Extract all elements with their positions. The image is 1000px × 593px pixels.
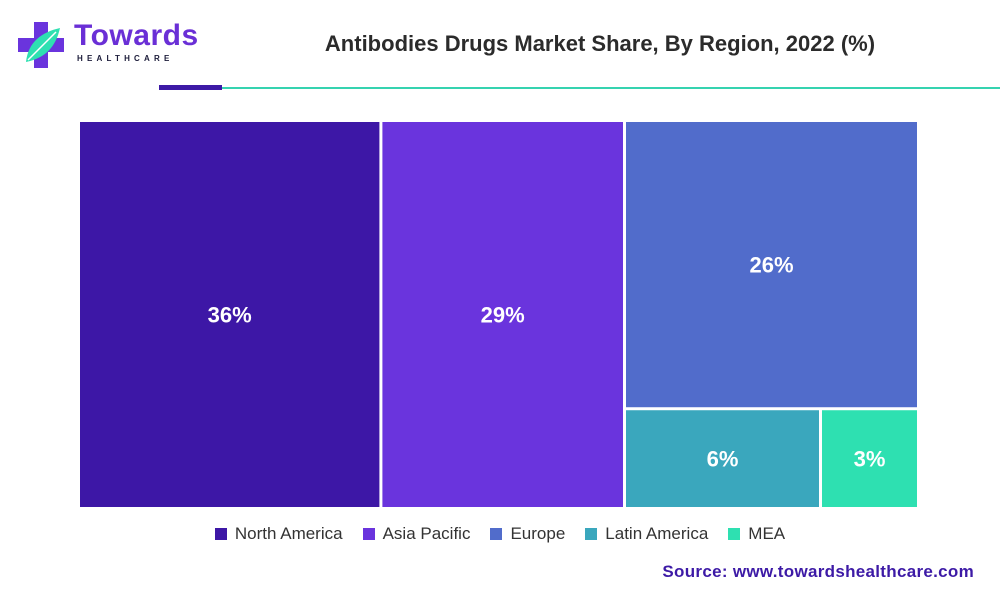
legend-swatch xyxy=(490,528,503,540)
tile-label-north-america: 36% xyxy=(208,303,252,328)
legend-swatch xyxy=(362,528,375,540)
tile-label-europe: 26% xyxy=(749,253,793,278)
chart-title: Antibodies Drugs Market Share, By Region… xyxy=(324,31,876,56)
legend-swatch xyxy=(728,528,741,540)
legend-label: Latin America xyxy=(605,524,709,543)
legend-item: Asia Pacific xyxy=(362,524,471,544)
title-underline-accent xyxy=(159,85,222,90)
legend-swatch xyxy=(214,528,227,540)
legend-label: MEA xyxy=(748,524,786,543)
legend-swatch xyxy=(585,528,598,540)
legend-label: North America xyxy=(234,524,343,543)
legend-item: Europe xyxy=(490,524,565,544)
medical-cross-leaf-icon xyxy=(18,22,64,68)
tile-label-asia-pacific: 29% xyxy=(481,303,525,328)
brand-tagline: HEALTHCARE xyxy=(77,54,174,63)
chart-legend: North America Asia Pacific Europe Latin Ame… xyxy=(0,524,1000,544)
legend-item: Latin America xyxy=(585,524,708,544)
legend-label: Europe xyxy=(510,524,566,543)
legend-item: North America xyxy=(214,524,343,544)
source-note: Source: www.towardshealthcare.com xyxy=(662,562,974,581)
treemap-tile-asia-pacific xyxy=(382,122,623,507)
title-underline xyxy=(222,87,1000,89)
treemap-tile-latin-america xyxy=(626,410,819,507)
legend-item: MEA xyxy=(728,524,785,544)
treemap-tile-north-america xyxy=(80,122,380,507)
treemap-tile-europe xyxy=(626,122,917,408)
tile-label-latin-america: 6% xyxy=(707,447,739,472)
treemap-tile-mea xyxy=(822,410,917,507)
legend-label: Asia Pacific xyxy=(382,524,471,543)
tile-label-mea: 3% xyxy=(854,447,886,472)
brand-logo: Towards HEALTHCARE xyxy=(16,18,199,70)
brand-name: Towards xyxy=(74,19,199,52)
